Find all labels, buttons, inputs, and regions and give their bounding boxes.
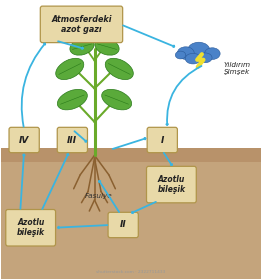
Ellipse shape <box>70 38 94 55</box>
FancyBboxPatch shape <box>146 166 196 203</box>
Text: Azotlu
bileşik: Azotlu bileşik <box>157 175 185 194</box>
Text: I: I <box>161 136 164 144</box>
Ellipse shape <box>188 42 210 58</box>
Ellipse shape <box>199 53 212 63</box>
FancyBboxPatch shape <box>108 212 138 238</box>
Text: IV: IV <box>19 136 29 144</box>
Ellipse shape <box>105 58 133 80</box>
FancyBboxPatch shape <box>9 127 39 153</box>
Text: shutterstock.com · 2322711433: shutterstock.com · 2322711433 <box>96 270 166 274</box>
FancyBboxPatch shape <box>40 6 123 43</box>
Ellipse shape <box>185 53 201 64</box>
Ellipse shape <box>56 58 84 80</box>
Text: Azotlu
bileşik: Azotlu bileşik <box>17 218 45 237</box>
Ellipse shape <box>85 29 104 42</box>
Ellipse shape <box>102 89 132 110</box>
Ellipse shape <box>175 51 186 59</box>
Text: Atmosferdeki
azot gazı: Atmosferdeki azot gazı <box>51 15 112 34</box>
FancyBboxPatch shape <box>147 127 177 153</box>
Ellipse shape <box>205 48 220 59</box>
FancyBboxPatch shape <box>6 209 56 246</box>
Ellipse shape <box>57 89 87 110</box>
Text: III: III <box>67 136 78 144</box>
Bar <box>1 148 261 162</box>
Ellipse shape <box>177 47 194 59</box>
Bar <box>1 155 261 279</box>
FancyBboxPatch shape <box>57 127 88 153</box>
Text: Fasulye: Fasulye <box>85 193 112 199</box>
Ellipse shape <box>95 38 119 55</box>
Text: Yıldırım
Şimşek: Yıldırım Şimşek <box>223 62 251 75</box>
Text: II: II <box>120 220 127 230</box>
